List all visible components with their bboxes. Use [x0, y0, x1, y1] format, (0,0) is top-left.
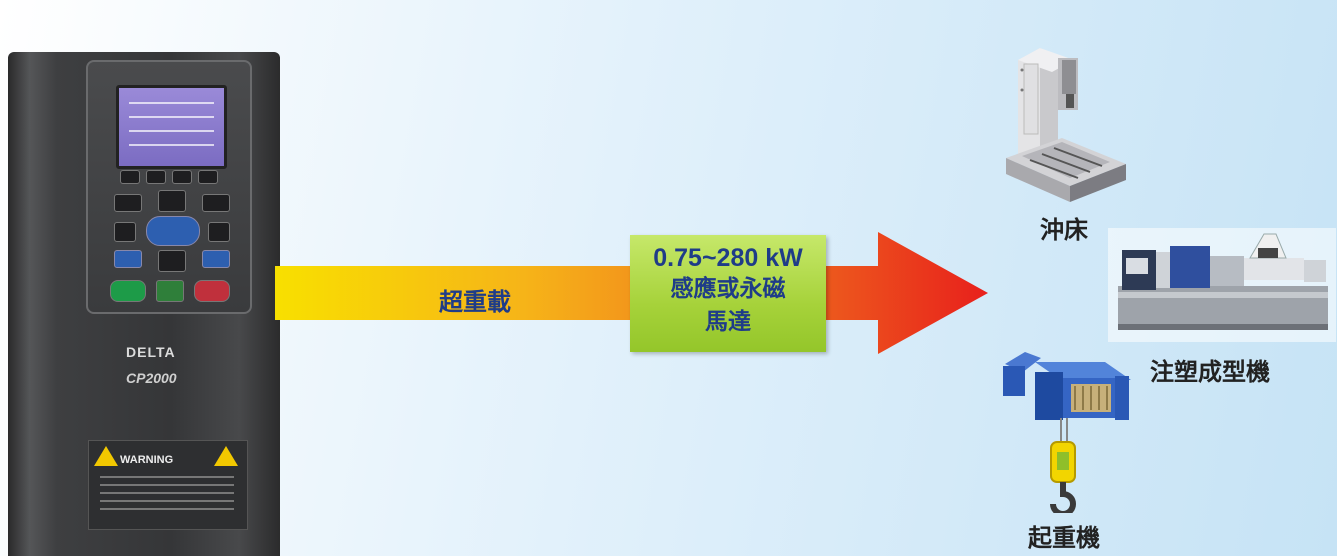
crane-hoist-icon	[1003, 352, 1131, 513]
spec-box: 0.75~280 kW 感應或永磁 馬達	[630, 235, 826, 352]
warning-triangle-icon	[214, 446, 238, 466]
drive-lcd-screen	[116, 85, 227, 169]
machine-tool-icon	[1006, 48, 1126, 202]
warning-triangle-icon	[94, 446, 118, 466]
application-label-punch-press: 沖床	[1040, 216, 1088, 244]
application-label-crane: 起重機	[1028, 524, 1100, 552]
motor-word-text: 馬達	[705, 309, 751, 335]
power-range-text: 0.75~280 kW	[653, 244, 803, 272]
injection-molding-machine-icon	[1108, 228, 1336, 342]
motor-type-text: 感應或永磁	[670, 276, 786, 302]
application-label-injection-molding: 注塑成型機	[1150, 358, 1270, 386]
drive-warning-text: WARNING	[120, 454, 174, 466]
drive-brand-logo: DELTA	[126, 344, 176, 360]
arrow-label: 超重載	[439, 288, 511, 316]
drive-model-label: CP2000	[126, 370, 177, 386]
vfd-drive-image: DELTA CP2000 WARNING	[8, 52, 280, 556]
